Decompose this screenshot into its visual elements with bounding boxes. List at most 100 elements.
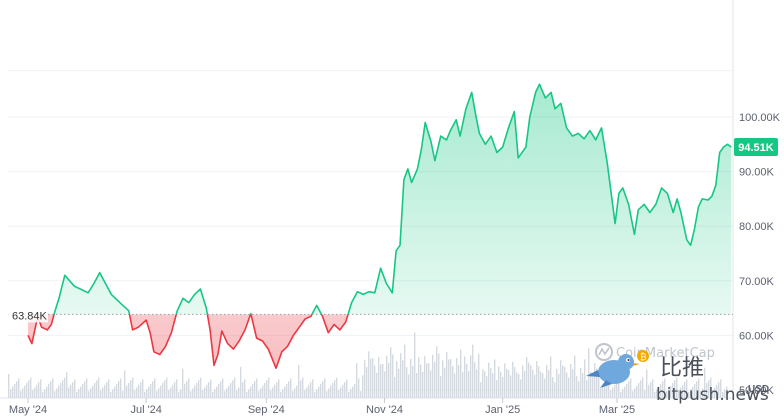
volume-bar [676, 377, 678, 398]
volume-bar [306, 387, 308, 398]
volume-bar [724, 389, 726, 398]
volume-bar [190, 391, 192, 398]
volume-bar [112, 389, 114, 398]
volume-bar [440, 376, 442, 398]
volume-bar [678, 390, 680, 398]
volume-bar [420, 364, 422, 398]
volume-bar [602, 385, 604, 398]
volume-bar [84, 381, 86, 398]
volume-bar [628, 381, 630, 398]
volume-bar [352, 386, 354, 398]
volume-bar [172, 384, 174, 398]
volume-bar [536, 361, 538, 398]
baseline-value: 63.84K [12, 310, 48, 322]
volume-bar [164, 380, 166, 398]
volume-bar [310, 382, 312, 398]
volume-bar [418, 357, 420, 398]
volume-bar [518, 374, 520, 398]
volume-bar [538, 366, 540, 398]
volume-bar [654, 392, 656, 398]
volume-bar [388, 362, 390, 398]
volume-bar [290, 378, 292, 398]
volume-bar [564, 367, 566, 398]
volume-bar [56, 388, 58, 398]
volume-bar [248, 389, 250, 398]
volume-bar [326, 391, 328, 398]
volume-bar [92, 385, 94, 398]
watermark-cn: 比推 [660, 356, 704, 381]
volume-bar [126, 385, 128, 398]
volume-bar [46, 386, 48, 398]
volume-bar [408, 374, 410, 398]
currency-label: USD [748, 384, 769, 395]
volume-bar [206, 384, 208, 398]
volume-bar [256, 378, 258, 398]
volume-bar [96, 380, 98, 398]
volume-bar [36, 384, 38, 398]
volume-bar [102, 387, 104, 398]
volume-bar [122, 391, 124, 398]
volume-bar [224, 391, 226, 398]
volume-bar [672, 383, 674, 398]
volume-bar [284, 386, 286, 398]
volume-bar [16, 381, 18, 398]
volume-bar [186, 381, 188, 398]
volume-bar [688, 392, 690, 398]
volume-bar [322, 381, 324, 398]
volume-bar [610, 390, 612, 398]
volume-bar [348, 392, 350, 398]
volume-bar [458, 365, 460, 398]
volume-bar [590, 371, 592, 398]
volume-bar [194, 385, 196, 398]
volume-bar [30, 377, 32, 398]
volume-bar [438, 353, 440, 398]
volume-bar [332, 383, 334, 398]
volume-bar [402, 360, 404, 398]
volume-bar [652, 379, 654, 398]
volume-bar [134, 390, 136, 398]
volume-bar [474, 362, 476, 398]
volume-bar [714, 387, 716, 398]
volume-bar [264, 383, 266, 398]
volume-bar [292, 391, 294, 398]
volume-bar [448, 359, 450, 398]
volume-bar [154, 378, 156, 398]
volume-bar [542, 373, 544, 398]
volume-bar [100, 390, 102, 398]
volume-bar [344, 382, 346, 398]
volume-bar [78, 389, 80, 398]
volume-bar [8, 374, 10, 398]
y-tick-label: 80.00K [739, 221, 775, 233]
volume-bar [20, 391, 22, 398]
volume-bar [586, 380, 588, 398]
volume-bar [160, 385, 162, 398]
volume-bar [624, 386, 626, 398]
volume-bar [470, 355, 472, 398]
volume-bar [204, 387, 206, 398]
volume-bar [168, 390, 170, 398]
volume-bar [494, 359, 496, 398]
volume-bar [426, 363, 428, 398]
volume-bar [476, 369, 478, 398]
volume-bar [486, 376, 488, 398]
volume-bar [662, 381, 664, 398]
volume-bar [32, 390, 34, 398]
volume-bar [376, 372, 378, 398]
x-tick-label: Nov '24 [366, 404, 403, 416]
volume-bar [212, 392, 214, 398]
volume-bar [338, 390, 340, 398]
volume-bar [562, 365, 564, 398]
volume-bar [604, 383, 606, 398]
volume-bar [180, 389, 182, 398]
volume-bar [286, 383, 288, 398]
volume-bar [182, 368, 184, 398]
volume-bar [52, 378, 54, 398]
volume-bar [424, 356, 426, 398]
volume-bar [446, 352, 448, 398]
volume-bar [660, 383, 662, 398]
volume-bar [568, 377, 570, 398]
volume-bar [300, 380, 302, 398]
x-axis: May '24 Jul '24 Sep '24 Nov '24 Jan '25 Mar '… [9, 398, 635, 416]
volume-bar [698, 378, 700, 398]
volume-bar [498, 366, 500, 398]
